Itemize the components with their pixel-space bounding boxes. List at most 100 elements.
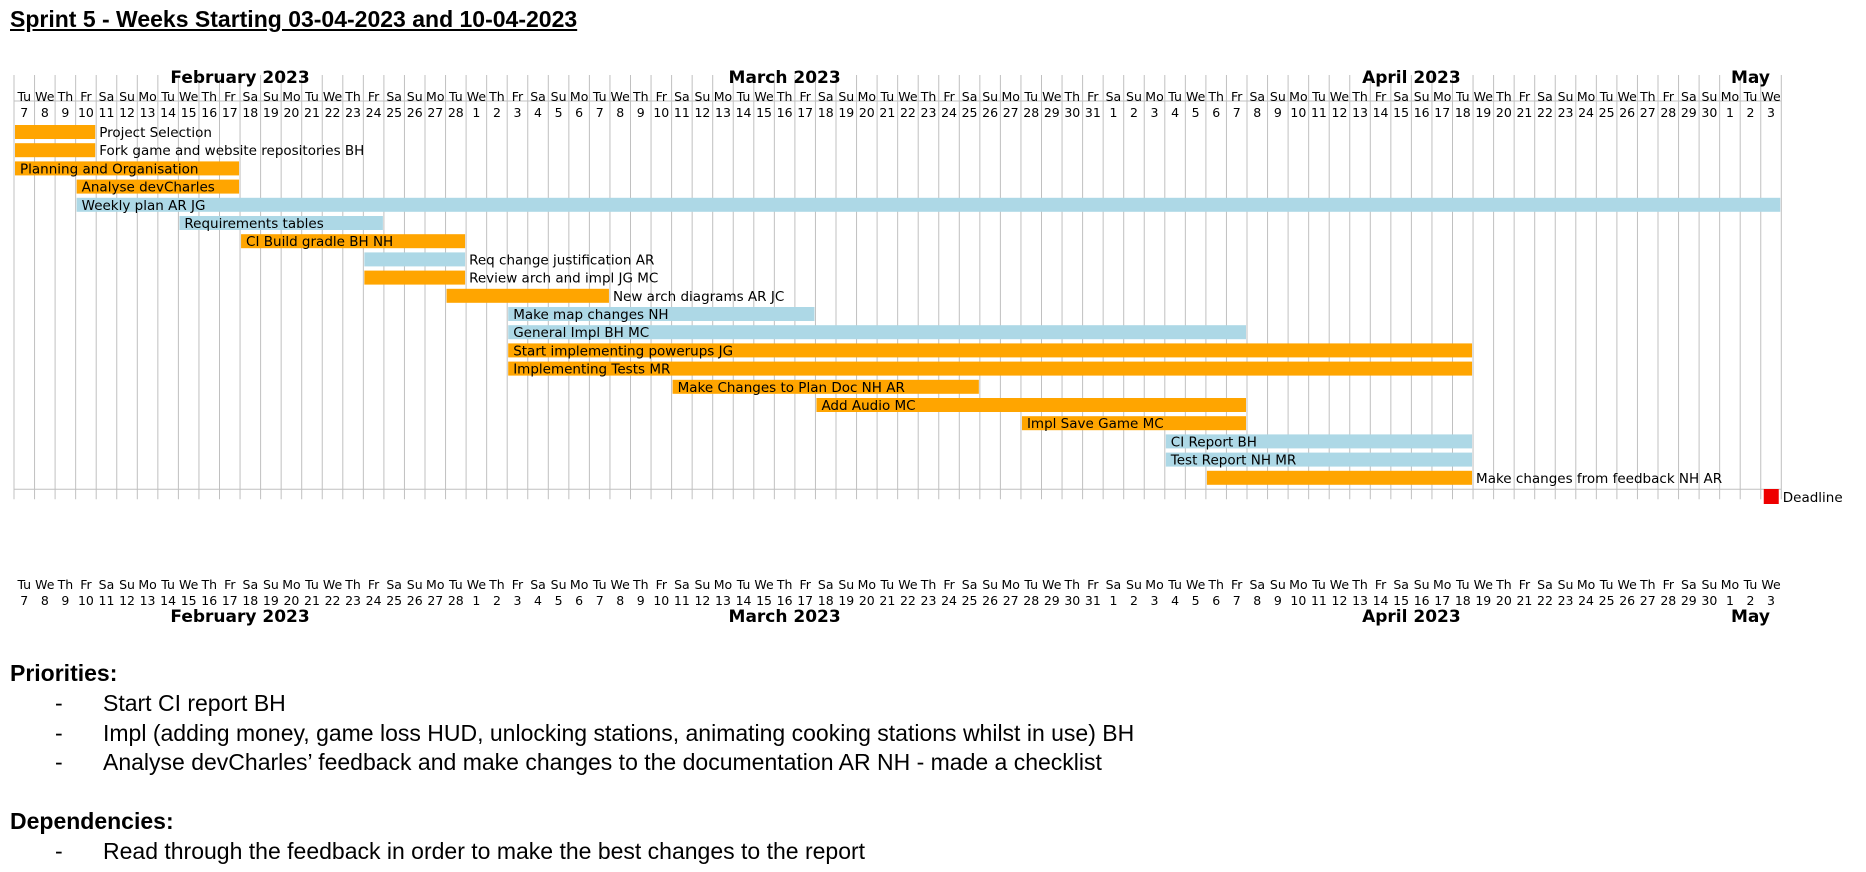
gantt-daynumber-label-bottom: 10 (653, 593, 669, 608)
gantt-weekday-label-bottom: Sa (1681, 577, 1697, 592)
gantt-daynumber-label-bottom: 1 (1109, 593, 1117, 608)
gantt-task-bar (508, 343, 1473, 358)
gantt-daynumber-label-bottom: 28 (448, 593, 464, 608)
gantt-daynumber-label-top: 30 (1064, 105, 1080, 120)
gantt-weekday-label-top: Su (1126, 89, 1142, 104)
gantt-weekday-label-top: Th (200, 89, 217, 104)
gantt-daynumber-label-bottom: 26 (407, 593, 423, 608)
gantt-weekday-label-top: Tu (304, 89, 319, 104)
gantt-daynumber-label-bottom: 2 (493, 593, 501, 608)
gantt-daynumber-label-bottom: 3 (1767, 593, 1775, 608)
gantt-daynumber-label-bottom: 7 (1233, 593, 1241, 608)
gantt-weekday-label-bottom: Sa (386, 577, 402, 592)
gantt-weekday-label-top: Su (838, 89, 854, 104)
gantt-weekday-label-bottom: Tu (1599, 577, 1614, 592)
gantt-task-label: Weekly plan AR JG (82, 198, 206, 214)
gantt-daynumber-label-bottom: 22 (325, 593, 341, 608)
gantt-daynumber-label-top: 10 (653, 105, 669, 120)
gantt-daynumber-label-top: 20 (859, 105, 875, 120)
gantt-weekday-label-bottom: Su (694, 577, 710, 592)
gantt-weekday-label-bottom: Mo (1001, 577, 1019, 592)
gantt-weekday-label-bottom: Fr (1375, 577, 1387, 592)
gantt-daynumber-label-top: 10 (1290, 105, 1306, 120)
gantt-daynumber-label-top: 5 (555, 105, 563, 120)
gantt-weekday-label-top: We (179, 89, 199, 104)
gantt-daynumber-label-bottom: 23 (345, 593, 361, 608)
gantt-daynumber-label-bottom: 8 (1253, 593, 1261, 608)
gantt-daynumber-label-top: 12 (119, 105, 135, 120)
gantt-weekday-label-bottom: Th (344, 577, 361, 592)
gantt-month-label-bottom: April 2023 (1362, 607, 1461, 627)
gantt-bars: Project Selection Fork game and website r… (15, 125, 1843, 506)
gantt-daynumber-label-bottom: 7 (596, 593, 604, 608)
gantt-weekday-label-bottom: Su (1270, 577, 1286, 592)
list-bullet: - (55, 690, 63, 716)
gantt-weekday-label-top: Fr (1663, 89, 1675, 104)
gantt-weekday-label-bottom: Fr (799, 577, 811, 592)
gantt-daynumber-label-bottom: 23 (1558, 593, 1574, 608)
gantt-task-bar (241, 234, 466, 249)
priority-text: Impl (adding money, game loss HUD, unloc… (103, 719, 1135, 746)
gantt-task-label: Make changes from feedback NH AR (1476, 471, 1722, 487)
gantt-weekday-label-bottom: Su (551, 577, 567, 592)
gantt-daynumber-label-bottom: 27 (1640, 593, 1656, 608)
gantt-daynumber-label-top: 26 (407, 105, 423, 120)
gantt-weekday-label-top: Th (1639, 89, 1656, 104)
priorities-list: - Start CI report BH - Impl (adding mone… (10, 689, 1134, 778)
gantt-weekday-label-top: Mo (714, 89, 732, 104)
gantt-daynumber-label-top: 24 (366, 105, 382, 120)
gantt-weekday-label-top: Tu (16, 89, 31, 104)
gantt-daynumber-label-top: 23 (1558, 105, 1574, 120)
gantt-weekday-label-bottom: We (1618, 577, 1638, 592)
gantt-weekday-label-bottom: Th (1351, 577, 1368, 592)
gantt-weekday-label-top: Tu (448, 89, 463, 104)
gantt-weekday-label-top: Th (1495, 89, 1512, 104)
gantt-task-bar (15, 161, 240, 176)
gantt-weekday-label-top: Mo (282, 89, 300, 104)
gantt-daynumber-label-bottom: 22 (1537, 593, 1553, 608)
gantt-milestone-label: Deadline (1783, 490, 1843, 506)
gantt-daynumber-label-bottom: 9 (1274, 593, 1282, 608)
gantt-daynumber-label-top: 18 (818, 105, 834, 120)
gantt-daynumber-label-bottom: 23 (921, 593, 937, 608)
gantt-weekday-label-bottom: Sa (962, 577, 978, 592)
gantt-daynumber-label-bottom: 17 (222, 593, 238, 608)
gantt-weekday-label-top: Sa (243, 89, 259, 104)
gantt-daynumber-label-top: 3 (513, 105, 521, 120)
gantt-task-label: Planning and Organisation (20, 161, 198, 177)
gantt-daynumber-label-top: 25 (962, 105, 978, 120)
gantt-weekday-label-top: We (35, 89, 55, 104)
gantt-weekday-label-bottom: Sa (530, 577, 546, 592)
gantt-weekday-label-top: Tu (880, 89, 895, 104)
gantt-task-bar (1206, 470, 1473, 485)
gantt-weekday-label-top: Su (1558, 89, 1574, 104)
gantt-daynumber-label-top: 19 (838, 105, 854, 120)
gantt-daynumber-label-bottom: 24 (941, 593, 957, 608)
gantt-weekday-label-bottom: Tu (880, 577, 895, 592)
gantt-weekday-label-top: Th (1064, 89, 1081, 104)
gantt-daynumber-label-top: 29 (1681, 105, 1697, 120)
gantt-daynumber-label-bottom: 10 (78, 593, 94, 608)
gantt-weekday-label-top: Su (263, 89, 279, 104)
gantt-weekday-label-bottom: Th (632, 577, 649, 592)
gantt-daynumber-label-top: 27 (1003, 105, 1019, 120)
gantt-weekday-label-top: Sa (386, 89, 402, 104)
gantt-month-label-bottom: May (1731, 607, 1770, 627)
gantt-daynumber-label-top: 17 (1434, 105, 1450, 120)
gantt-weekday-label-bottom: Fr (656, 577, 668, 592)
priority-item: - Start CI report BH (10, 689, 1134, 719)
gantt-weekday-label-bottom: Mo (1289, 577, 1307, 592)
gantt-weekday-label-bottom: Fr (1231, 577, 1243, 592)
gantt-weekday-label-bottom: Su (1414, 577, 1430, 592)
gantt-daynumber-label-top: 23 (921, 105, 937, 120)
gantt-weekday-label-bottom: Su (1126, 577, 1142, 592)
gantt-weekday-label-bottom: Tu (1743, 577, 1758, 592)
gantt-weekday-label-top: Mo (138, 89, 156, 104)
gantt-task-label: Fork game and website repositories BH (99, 143, 364, 159)
gantt-daynumber-label-top: 8 (1253, 105, 1261, 120)
gantt-daynumber-label-top: 20 (1496, 105, 1512, 120)
gantt-daynumber-label-top: 17 (797, 105, 813, 120)
gantt-task-label: General Impl BH MC (513, 325, 649, 341)
gantt-daynumber-label-bottom: 1 (472, 593, 480, 608)
gantt-daynumber-label-top: 12 (694, 105, 710, 120)
